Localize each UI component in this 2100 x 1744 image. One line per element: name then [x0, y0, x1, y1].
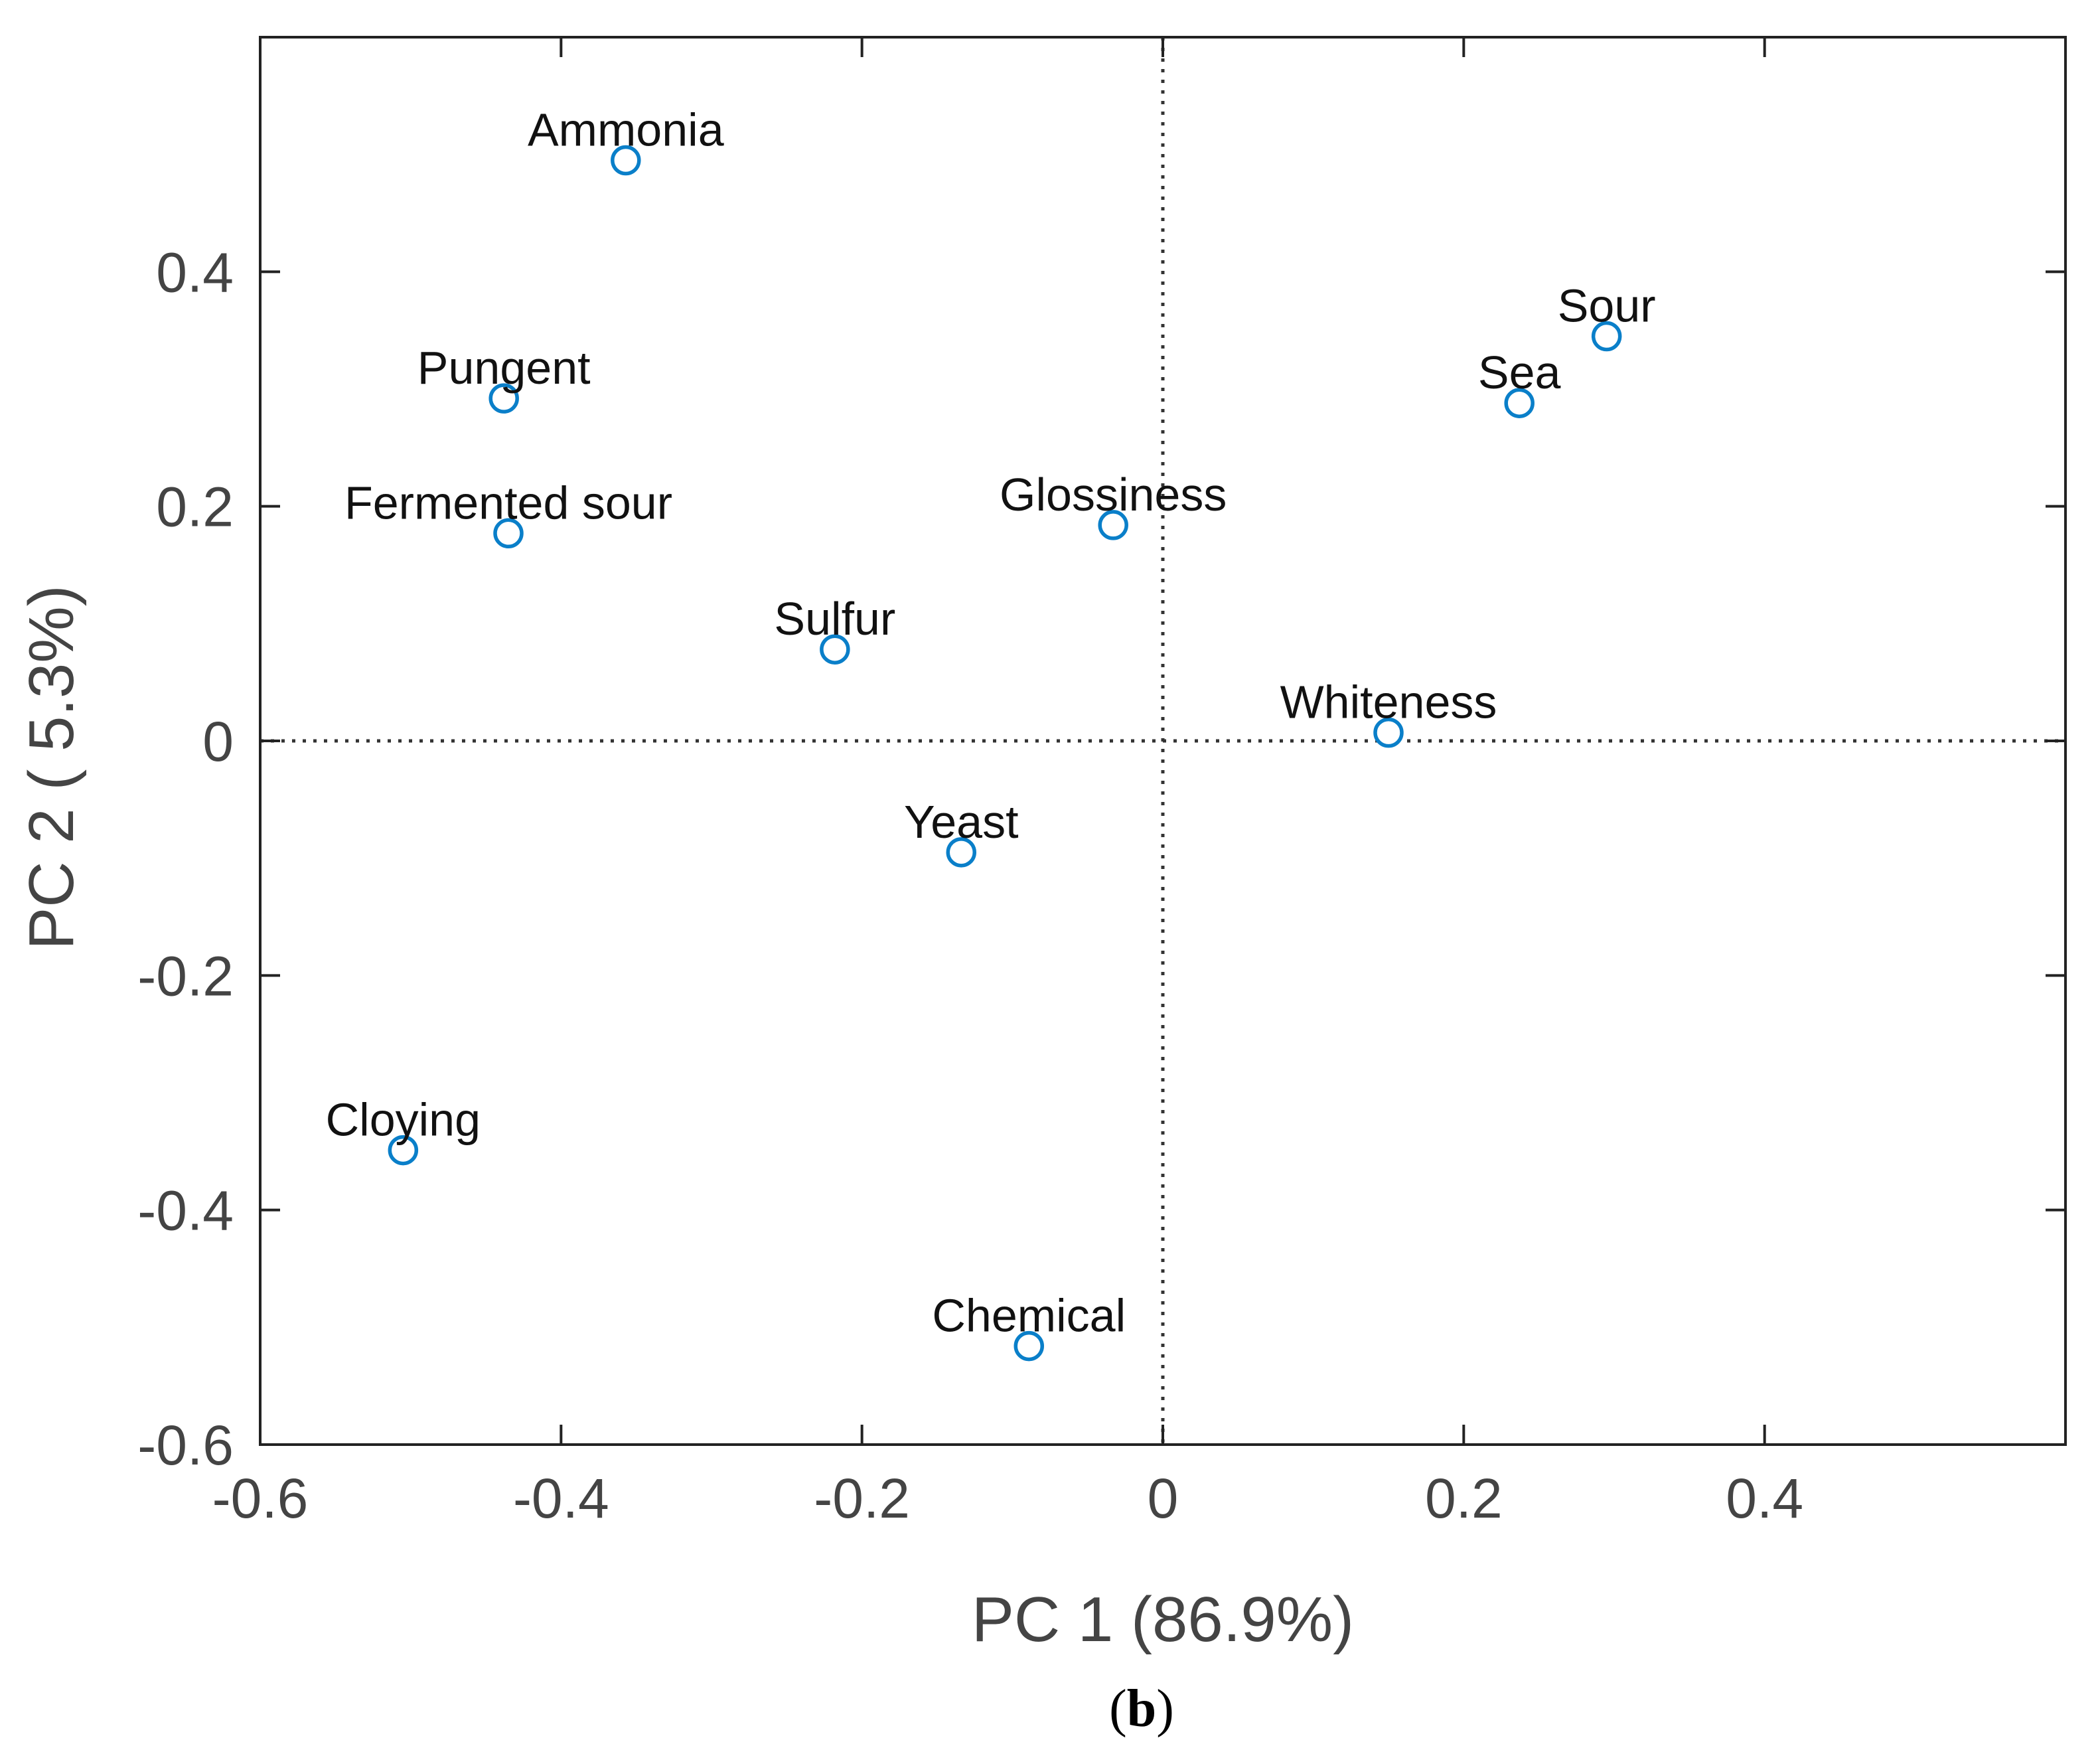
point-label: Sour	[1558, 280, 1656, 332]
point-label: Glossiness	[1000, 469, 1227, 520]
zero-reference-lines	[260, 37, 2065, 1445]
point-marker	[1373, 717, 1404, 748]
x-tick-label: -0.4	[513, 1467, 609, 1530]
point-label: Sea	[1478, 347, 1561, 398]
point-label: Chemical	[932, 1290, 1126, 1342]
caption-close-paren: )	[1156, 1680, 1174, 1738]
y-tick-label: 0.4	[156, 241, 234, 303]
caption-open-paren: (	[1109, 1680, 1127, 1738]
point-marker	[1098, 510, 1128, 540]
point-marker	[488, 383, 519, 414]
point-label: Whiteness	[1280, 676, 1497, 728]
x-axis-title: PC 1 (86.9%)	[972, 1584, 1354, 1655]
x-tick-label: -0.2	[814, 1467, 910, 1530]
point-label: Ammonia	[528, 104, 724, 156]
point-label: Yeast	[904, 796, 1019, 848]
point-marker	[1591, 321, 1622, 352]
y-tick-label: 0.2	[156, 476, 234, 538]
x-tick-label: -0.6	[212, 1467, 309, 1530]
y-tick-label: -0.2	[137, 945, 234, 1007]
x-tick-label: 0.4	[1726, 1467, 1803, 1530]
caption-letter: b	[1127, 1680, 1157, 1738]
point-marker	[388, 1135, 419, 1166]
point-marker	[611, 145, 641, 176]
y-tick-label: -0.4	[137, 1180, 234, 1242]
point-marker	[1504, 388, 1535, 418]
point-marker	[820, 634, 850, 665]
point-marker	[1013, 1330, 1045, 1362]
point-label: Fermented sour	[344, 477, 672, 528]
point-label: Pungent	[417, 342, 591, 394]
point-marker	[493, 518, 524, 549]
x-tick-label: 0	[1148, 1467, 1179, 1530]
point-marker	[946, 837, 977, 868]
data-points: Ammonia Pungent Fermented sour Sulfur Glossi…	[326, 104, 1656, 1362]
axis-tick-labels: -0.6 -0.4 -0.2 0 0.2 0.4 -0.6 -0.4 -0.2 0 0.2 0.4	[137, 241, 1803, 1530]
plot-frame	[259, 36, 2067, 1446]
x-tick-label: 0.2	[1425, 1467, 1503, 1530]
y-tick-label: -0.6	[137, 1414, 234, 1476]
point-label: Sulfur	[774, 593, 895, 645]
figure-caption: (b)	[1109, 1680, 1174, 1738]
point-label: Cloying	[326, 1094, 481, 1146]
y-tick-label: 0	[202, 710, 234, 773]
y-axis-title: PC 2 ( 5.3%)	[16, 585, 87, 950]
